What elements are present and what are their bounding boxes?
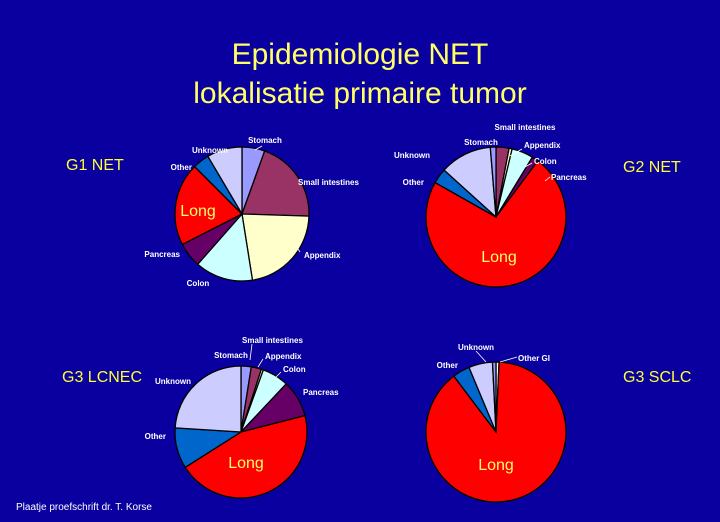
pie-label-g2-net-unknown: Unknown [394,151,430,160]
pie-label-g2-net-long: Long [481,249,517,266]
pie-label-g3-lcnec-appendix: Appendix [265,352,302,361]
pie-label-g3-lcnec-long: Long [228,455,264,472]
slide-title: Epidemiologie NET [231,38,489,71]
pie-g3-lcnec: Stomach Small intestines Appendix Colon Panc… [145,336,339,499]
pie-label-g2-net-appendix: Appendix [524,141,561,150]
pie-label-g1-net-appendix: Appendix [304,251,341,260]
pie-slice-g3-lcnec-unknown [174,365,242,433]
pie-label-g3-sclc-long: Long [478,457,514,474]
pie-label-g3-lcnec-pancreas: Pancreas [303,388,339,397]
pie-label-g1-net-long: Long [180,203,216,220]
pie-label-g3-lcnec-small-intestines: Small intestines [242,336,303,345]
pie-slice-g2-net-long [425,159,567,288]
pie-label-g1-net-colon: Colon [187,279,210,288]
pie-slice-g1-net-small-intestines [241,150,310,217]
pie-label-g2-net-other: Other [403,178,424,187]
leader-line [295,245,301,253]
pie-label-g3-lcnec-unknown: Unknown [155,377,191,386]
leader-line [275,371,282,378]
pie-slice-g1-net-appendix [241,213,310,281]
leader-line [257,358,264,368]
leader-line [524,162,533,168]
chart-label-g2-net: G2 NET [623,159,681,176]
chart-label-g3-sclc: G3 SCLC [623,369,692,386]
leader-line [509,148,523,157]
pie-label-g2-net-colon: Colon [534,157,557,166]
leader-line [475,350,487,363]
pie-slice-g1-net-long [174,165,244,246]
leader-line [499,356,518,363]
pie-slice-g3-lcnec-long [184,414,308,499]
leader-line [544,176,551,182]
pie-label-g1-net-unknown: Unknown [192,146,228,155]
pie-label-g2-net-pancreas: Pancreas [551,173,587,182]
pie-label-g2-net-stomach: Stomach [464,138,498,147]
pie-label-g3-lcnec-other: Other [145,432,166,441]
pie-label-g3-lcnec-colon: Colon [283,365,306,374]
footer-credit: Plaatje proefschrift dr. T. Korse [16,502,152,513]
pie-label-g2-net-small-intestines: Small intestines [495,123,556,132]
pie-label-g1-net-stomach: Stomach [248,136,282,145]
chart-label-g3-lcnec: G3 LCNEC [62,369,143,386]
pie-label-g3-sclc-unknown: Unknown [458,343,494,352]
pie-label-g1-net-small-intestines: Small intestines [298,178,359,187]
pie-label-g3-sclc-other-gi: Other GI [518,354,550,363]
pie-label-g3-lcnec-stomach: Stomach [214,351,248,360]
chart-label-g1-net: G1 NET [66,157,124,174]
pie-slice-g3-sclc-stomach [491,361,497,433]
pie-slice-g2-net-stomach [489,146,497,218]
pie-slice-g1-net-colon [196,212,254,282]
slide-subtitle: lokalisatie primaire tumor [193,77,527,110]
pie-label-g1-net-pancreas: Pancreas [144,250,180,259]
pie-label-g1-net-other: Other [171,163,192,172]
leader-line [254,145,263,151]
pie-label-g3-sclc-other: Other [437,361,458,370]
pie-g1-net: Stomach Small intestines Appendix Colon Panc… [144,136,359,288]
pie-g2-net: Small intestines Appendix Colon Pancreas Lon… [394,123,587,288]
leader-line [249,343,253,361]
pie-slice-g1-net-unknown [206,146,243,217]
